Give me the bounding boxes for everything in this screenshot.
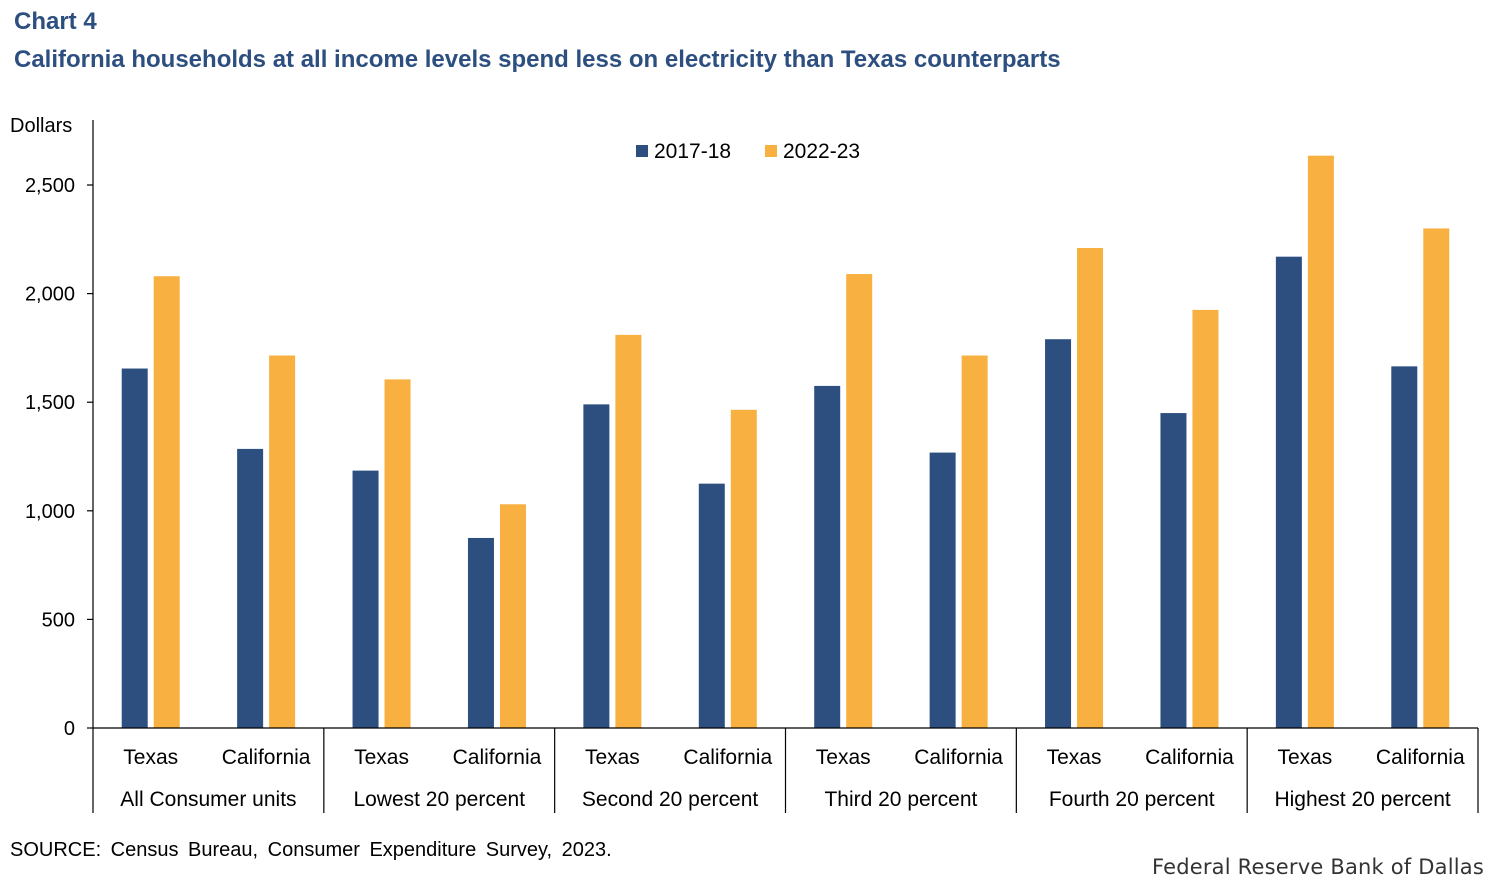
y-tick-label: 500 — [42, 609, 75, 631]
y-tick-label: 2,500 — [25, 175, 75, 197]
bar-2017-18-9 — [1045, 339, 1072, 728]
bar-2022-23-8 — [961, 355, 988, 728]
x-group-label: Third 20 percent — [824, 788, 977, 811]
chart-title: California households at all income leve… — [14, 46, 1061, 73]
y-axis-label: Dollars — [10, 115, 72, 137]
bar-2022-23-12 — [1423, 228, 1450, 728]
bar-2017-18-1 — [121, 368, 148, 728]
bar-2017-18-6 — [698, 483, 725, 728]
x-group-label: All Consumer units — [120, 788, 296, 811]
legend-swatch-2022-23 — [765, 145, 777, 157]
bar-2017-18-8 — [929, 452, 956, 728]
x-category-label: California — [1376, 746, 1465, 769]
bar-2017-18-10 — [1160, 413, 1187, 728]
bar-2017-18-4 — [467, 537, 494, 728]
bar-2022-23-6 — [730, 409, 757, 728]
x-category-label: Texas — [123, 746, 178, 769]
x-axis: Texas California Texas California Texas Calif… — [92, 727, 1479, 813]
x-group-label: Highest 20 percent — [1274, 788, 1450, 811]
x-category-label: California — [1145, 746, 1234, 769]
bar-2022-23-11 — [1307, 155, 1334, 729]
bar-2022-23-4 — [499, 504, 526, 728]
y-tick-label: 1,500 — [25, 392, 75, 414]
y-tick-label: 1,000 — [25, 501, 75, 523]
bar-2022-23-7 — [846, 274, 873, 728]
y-tick-label: 0 — [64, 718, 75, 740]
chart-number: Chart 4 — [14, 8, 97, 35]
legend-swatch-2017-18 — [636, 145, 648, 157]
bar-2022-23-1 — [153, 276, 180, 728]
bar-2017-18-3 — [352, 470, 379, 728]
x-group-label: Second 20 percent — [582, 788, 758, 811]
x-category-label: Texas — [585, 746, 640, 769]
bar-2017-18-2 — [237, 448, 264, 728]
bars — [121, 155, 1450, 729]
y-axis: 0 500 1,000 1,500 2,000 2,500 — [25, 120, 94, 740]
bar-2022-23-2 — [269, 355, 296, 728]
x-group-label: Fourth 20 percent — [1049, 788, 1215, 811]
x-category-label: Texas — [816, 746, 871, 769]
bar-2022-23-5 — [615, 334, 642, 728]
legend-label-2017-18: 2017-18 — [654, 140, 731, 163]
y-tick-label: 2,000 — [25, 284, 75, 306]
x-category-label: California — [453, 746, 542, 769]
bar-2022-23-3 — [384, 379, 411, 728]
bar-2022-23-9 — [1077, 247, 1104, 728]
legend-label-2022-23: 2022-23 — [783, 140, 860, 163]
x-category-label: California — [222, 746, 311, 769]
x-category-label: Texas — [1277, 746, 1332, 769]
x-category-label: Texas — [354, 746, 409, 769]
credit-line: Federal Reserve Bank of Dallas — [1151, 855, 1484, 879]
bar-2022-23-10 — [1192, 309, 1219, 728]
source-note: SOURCE: Census Bureau, Consumer Expendit… — [10, 839, 612, 861]
bar-2017-18-5 — [583, 404, 610, 728]
x-category-label: California — [914, 746, 1003, 769]
x-category-label: Texas — [1047, 746, 1102, 769]
bar-2017-18-12 — [1391, 366, 1418, 728]
x-group-label: Lowest 20 percent — [353, 788, 525, 811]
bar-2017-18-7 — [814, 385, 841, 728]
legend: 2017-18 2022-23 — [636, 140, 860, 163]
x-category-label: California — [683, 746, 772, 769]
bar-2017-18-11 — [1275, 256, 1302, 728]
